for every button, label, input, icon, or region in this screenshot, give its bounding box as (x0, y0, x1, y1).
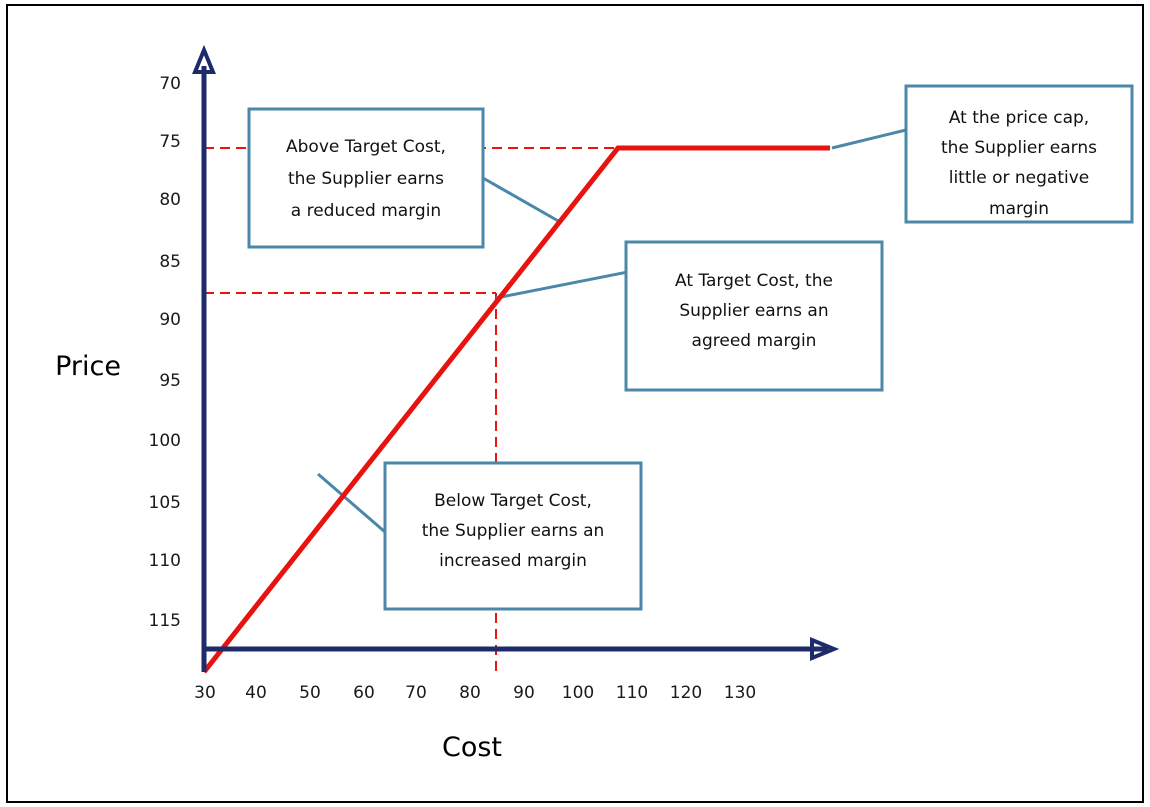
callout-box: Below Target Cost, the Supplier earns an i… (383, 461, 643, 611)
y-axis-title: Price (55, 351, 121, 382)
series-layer (202, 145, 830, 674)
x-tick-label: 40 (245, 683, 267, 703)
callout-box: At the price cap, the Supplier earns littl… (904, 84, 1134, 224)
callout-text-line: Supplier earns an (679, 301, 828, 321)
callout-leader-line (482, 176, 561, 224)
callout-border (904, 84, 1134, 224)
y-tick-label: 85 (159, 252, 181, 272)
callout-border (624, 240, 884, 392)
x-tick-label: 90 (513, 683, 535, 703)
callout-border (247, 107, 485, 249)
callout-text-line: little or negative (949, 168, 1090, 188)
price-series-line (202, 145, 830, 674)
callouts: Above Target Cost, the Supplier earns a re… (247, 84, 1134, 611)
callout-leaders (317, 128, 907, 534)
x-tick-label: 60 (353, 683, 375, 703)
callout-text-line: Above Target Cost, (286, 137, 446, 157)
y-tick-label: 105 (149, 493, 181, 513)
y-axis-arrow-icon (192, 44, 216, 74)
x-axis-arrow-icon (810, 637, 840, 661)
callout-leader-line (831, 128, 907, 150)
y-tick-label: 80 (159, 190, 181, 210)
callout-text-line: the Supplier earns (288, 169, 444, 189)
x-tick-label: 130 (724, 683, 756, 703)
x-tick-label: 50 (299, 683, 321, 703)
axes (192, 44, 840, 672)
y-tick-label: 75 (159, 132, 181, 152)
y-tick-labels: 70 75 80 85 90 95 100 105 110 115 (149, 74, 181, 631)
callout-text-line: Below Target Cost, (434, 491, 592, 511)
callout-box: At Target Cost, the Supplier earns an agre… (624, 240, 884, 392)
y-tick-label: 110 (149, 551, 181, 571)
callout-text-line: a reduced margin (291, 201, 441, 221)
callout-text-line: At the price cap, (949, 108, 1089, 128)
x-tick-label: 100 (562, 683, 594, 703)
x-tick-label: 70 (405, 683, 427, 703)
x-axis-title: Cost (442, 732, 502, 763)
callout-leader-line (317, 472, 386, 534)
callout-box: Above Target Cost, the Supplier earns a re… (247, 107, 485, 249)
y-tick-label: 95 (159, 371, 181, 391)
callout-text-line: At Target Cost, the (675, 271, 833, 291)
x-tick-label: 110 (616, 683, 648, 703)
x-tick-label: 30 (194, 683, 216, 703)
callout-leader-line (495, 268, 639, 300)
callout-text-line: agreed margin (692, 331, 817, 351)
y-tick-label: 100 (149, 431, 181, 451)
x-tick-label: 80 (459, 683, 481, 703)
callout-text-line: increased margin (439, 551, 587, 571)
callout-text-line: the Supplier earns an (422, 521, 605, 541)
x-tick-label: 120 (670, 683, 702, 703)
callout-text-line: margin (989, 199, 1049, 219)
y-tick-label: 115 (149, 611, 181, 631)
callout-border (383, 461, 643, 611)
y-tick-label: 90 (159, 310, 181, 330)
x-tick-labels: 30 40 50 60 70 80 90 100 110 120 130 (194, 683, 756, 703)
y-tick-label: 70 (159, 74, 181, 94)
callout-text-line: the Supplier earns (941, 138, 1097, 158)
